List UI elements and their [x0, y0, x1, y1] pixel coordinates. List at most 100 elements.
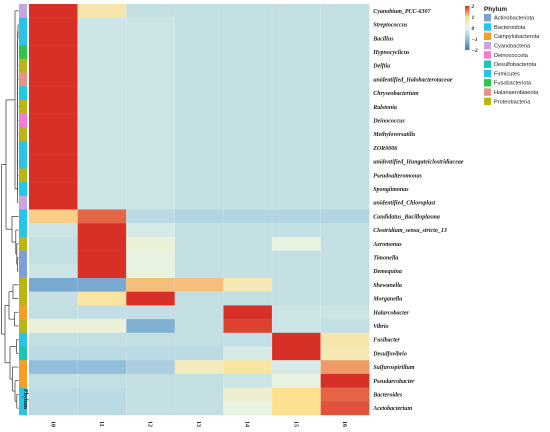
heatmap-cell	[77, 4, 127, 18]
heatmap-cell	[272, 86, 321, 101]
heatmap-cell	[29, 305, 78, 320]
heatmap-cell	[272, 305, 321, 320]
color-scale-legend: 2 1 0 −1 −2	[465, 4, 478, 54]
heatmap-cell	[320, 250, 370, 265]
phylum-annotation-cell	[19, 72, 27, 87]
heatmap-cell	[223, 17, 273, 32]
heatmap-cell	[223, 99, 273, 114]
heatmap-cell	[29, 17, 78, 32]
heatmap-cell	[126, 72, 175, 87]
heatmap-cell	[223, 86, 273, 101]
heatmap-cell	[126, 387, 175, 402]
heatmap-cell	[29, 86, 78, 101]
heatmap-cell	[272, 45, 321, 59]
heatmap-cell	[223, 72, 273, 87]
phylum-annotation-cell	[19, 264, 27, 279]
phylum-annotation-cell	[19, 113, 27, 128]
heatmap-cell	[272, 278, 321, 292]
heatmap-cell	[126, 17, 175, 32]
heatmap-cell	[29, 72, 78, 87]
row-label: Halarcobacter	[372, 310, 409, 316]
legend-swatch	[484, 69, 491, 78]
heatmap-cell	[174, 401, 224, 416]
legend-label: Bacteroidota	[494, 25, 526, 31]
row-label: Clostridium_sensu_stricto_13	[373, 228, 447, 234]
heatmap-cell	[174, 4, 224, 18]
heatmap-cell	[223, 264, 273, 279]
phylum-annotation-cell	[19, 401, 27, 416]
heatmap-cell	[223, 127, 273, 142]
phylum-annotation-cell	[19, 141, 27, 155]
heatmap-cell	[320, 360, 370, 375]
row-label: Fusibacter	[373, 338, 400, 344]
heatmap-cell	[174, 346, 224, 361]
heatmap-cell	[320, 236, 370, 251]
phylum-annotation-cell	[19, 250, 27, 265]
heatmap-cell	[77, 291, 127, 306]
heatmap-cell	[272, 4, 321, 18]
legend-label: Proteobacteria	[494, 99, 531, 105]
heatmap-cell	[320, 141, 370, 155]
row-label: unidentified_Chloroplast	[373, 201, 435, 207]
heatmap-cell	[174, 264, 224, 279]
row-label: Shewanella	[373, 283, 402, 289]
heatmap-cell	[174, 195, 224, 210]
phylum-annotation-cell	[19, 319, 27, 333]
heatmap-cell	[126, 209, 175, 224]
heatmap-cell	[272, 72, 321, 87]
row-label: Chryseobacterium	[373, 91, 419, 97]
phylum-annotation-cell	[19, 346, 27, 361]
legend-swatch	[484, 23, 491, 31]
heatmap-cell	[29, 373, 78, 388]
heatmap-cell	[272, 387, 321, 402]
heatmap-cell	[126, 99, 175, 114]
color-scale-tick: 2	[471, 4, 475, 10]
color-scale-tick: 1	[472, 15, 475, 21]
heatmap-cell	[29, 387, 78, 402]
heatmap-cell	[174, 278, 224, 292]
heatmap-cell	[223, 141, 273, 155]
legend-label: Fusobacteriota	[494, 81, 532, 87]
row-label: Sulfurospirillum	[373, 365, 415, 371]
heatmap-cell	[223, 360, 273, 375]
legend-swatch	[484, 60, 491, 68]
heatmap-cell	[77, 387, 127, 402]
heatmap-cell	[272, 182, 321, 196]
heatmap-cell	[174, 319, 224, 333]
heatmap-cell	[77, 195, 127, 210]
row-label: unidentified_Hungateiclostridiaceae	[373, 160, 464, 166]
heatmap-cell	[223, 154, 273, 169]
column-label: 11	[98, 421, 104, 427]
heatmap-cell	[320, 86, 370, 101]
heatmap-cell	[126, 305, 175, 320]
legend-swatch	[484, 79, 491, 87]
heatmap-cell	[272, 373, 321, 388]
heatmap-cell	[320, 387, 370, 402]
heatmap-cell	[77, 250, 127, 265]
heatmap-cell	[272, 195, 321, 210]
heatmap-cell	[174, 223, 224, 238]
column-label: 16	[341, 421, 347, 427]
phylum-annotation-cell	[19, 127, 27, 142]
heatmap-cell	[320, 291, 370, 306]
heatmap-cell	[126, 4, 175, 18]
heatmap-cell	[77, 86, 127, 101]
heatmap-cell	[272, 332, 321, 347]
legend-label: Cyanobacteria	[494, 44, 531, 50]
heatmap-cell	[174, 45, 224, 59]
heatmap-cell	[272, 141, 321, 155]
color-scale-tick: −1	[472, 37, 478, 43]
phylum-annotation-cell	[19, 223, 27, 238]
heatmap-cell	[29, 182, 78, 196]
heatmap-cell	[272, 127, 321, 142]
row-label: Deinococcus	[372, 118, 405, 124]
heatmap-cell	[320, 209, 370, 224]
row-label: Cyanobium_PCC-6307	[373, 9, 431, 15]
heatmap-cell	[29, 31, 78, 46]
heatmap-cell	[223, 223, 273, 238]
row-label: Desulfovibrio	[372, 351, 407, 357]
heatmap-cell	[272, 113, 321, 128]
heatmap-cell	[272, 209, 321, 224]
heatmap-cell	[320, 17, 370, 32]
row-label: Hypnocyclicus	[372, 50, 410, 56]
